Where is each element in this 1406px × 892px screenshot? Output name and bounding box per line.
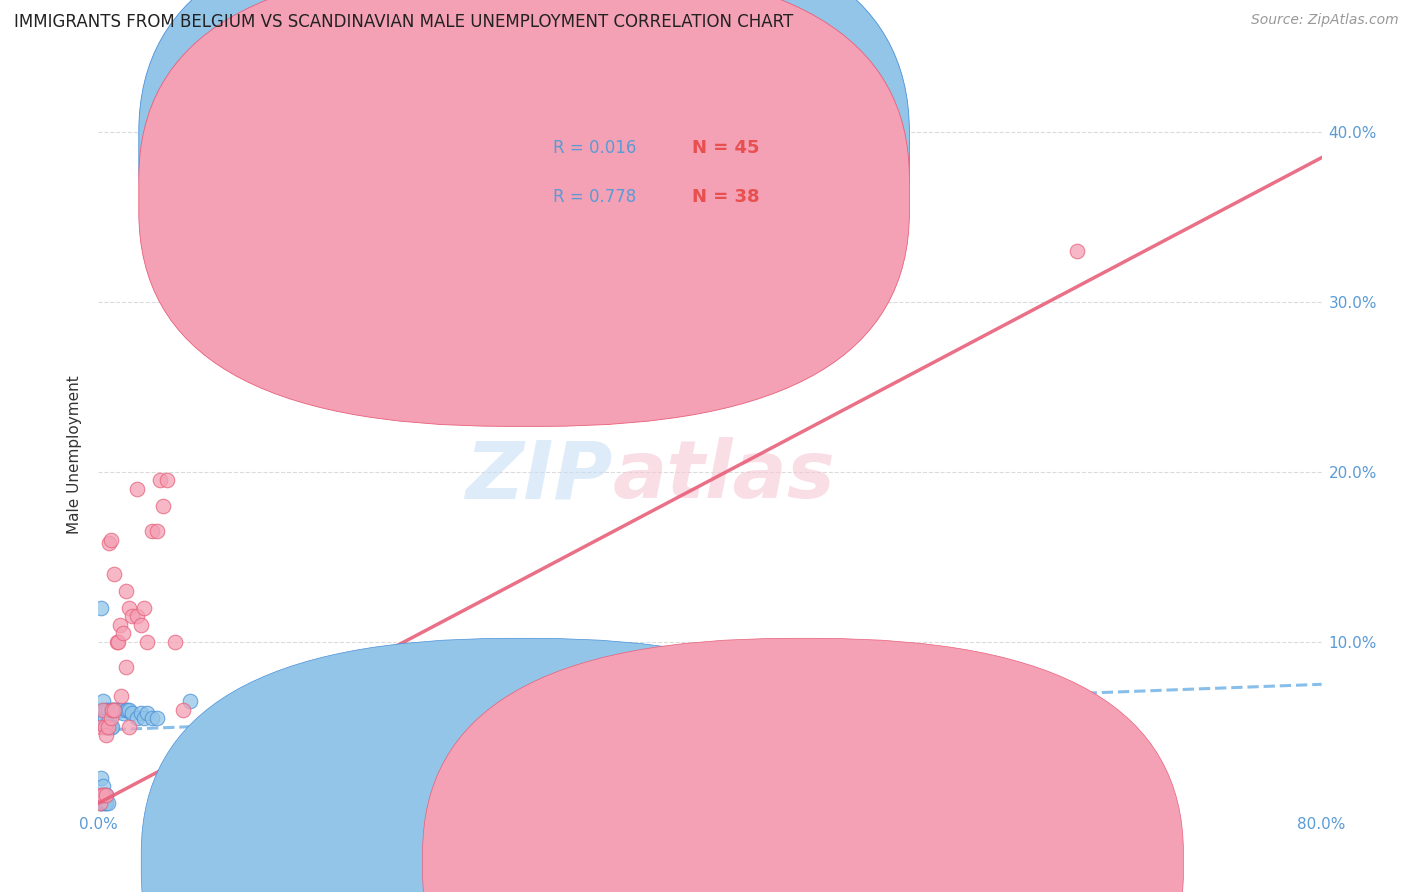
Point — [105, 703, 128, 717]
Point — [145, 524, 167, 539]
Point — [121, 706, 143, 721]
Point — [90, 720, 112, 734]
Point — [90, 771, 112, 785]
Point — [101, 703, 124, 717]
Point — [98, 536, 121, 550]
FancyBboxPatch shape — [423, 639, 1184, 892]
Point — [103, 566, 125, 581]
Point — [125, 482, 148, 496]
Point — [91, 711, 114, 725]
Point — [90, 788, 112, 802]
Point — [90, 703, 112, 717]
Point — [90, 788, 112, 802]
Point — [91, 788, 114, 802]
Point — [94, 796, 117, 810]
Point — [115, 660, 138, 674]
Point — [134, 711, 156, 725]
Point — [125, 609, 148, 624]
Text: ZIP: ZIP — [465, 437, 612, 516]
Point — [141, 524, 163, 539]
Point — [163, 635, 186, 649]
Point — [156, 474, 179, 488]
Point — [108, 703, 131, 717]
Point — [101, 720, 124, 734]
Text: N = 45: N = 45 — [692, 139, 759, 157]
Point — [93, 788, 115, 802]
Point — [136, 706, 159, 721]
Point — [118, 600, 141, 615]
FancyBboxPatch shape — [139, 0, 910, 380]
Point — [110, 703, 132, 717]
Point — [93, 711, 115, 725]
Text: R = 0.778: R = 0.778 — [554, 187, 637, 205]
Point — [110, 689, 132, 703]
Point — [115, 703, 138, 717]
Point — [90, 600, 112, 615]
Point — [97, 720, 120, 734]
Text: Immigrants from Belgium: Immigrants from Belgium — [546, 855, 741, 869]
Point — [141, 711, 163, 725]
Text: R = 0.016: R = 0.016 — [554, 139, 637, 157]
Text: Source: ZipAtlas.com: Source: ZipAtlas.com — [1251, 13, 1399, 28]
Point — [104, 703, 127, 717]
Y-axis label: Male Unemployment: Male Unemployment — [66, 376, 82, 534]
Point — [103, 703, 125, 717]
Text: atlas: atlas — [612, 437, 835, 516]
Point — [115, 583, 138, 598]
Text: Scandinavians: Scandinavians — [827, 855, 936, 869]
Point — [94, 728, 117, 742]
FancyBboxPatch shape — [484, 112, 851, 237]
Point — [90, 796, 112, 810]
Point — [100, 703, 122, 717]
Point — [125, 711, 148, 725]
Point — [100, 711, 122, 725]
Point — [97, 703, 120, 717]
Point — [91, 788, 114, 802]
Point — [136, 635, 159, 649]
Point — [97, 720, 120, 734]
Point — [129, 617, 152, 632]
Point — [1066, 244, 1088, 258]
Point — [101, 703, 124, 717]
Point — [111, 706, 134, 721]
Point — [145, 711, 167, 725]
Point — [94, 788, 117, 802]
Point — [94, 703, 117, 717]
Point — [111, 626, 134, 640]
Point — [93, 796, 115, 810]
Point — [108, 617, 131, 632]
Text: N = 38: N = 38 — [692, 187, 759, 205]
Point — [94, 788, 117, 802]
Point — [118, 720, 141, 734]
Point — [98, 711, 121, 725]
Point — [105, 635, 128, 649]
Point — [91, 703, 114, 717]
Point — [91, 694, 114, 708]
Point — [100, 533, 122, 547]
Point — [91, 779, 114, 793]
FancyBboxPatch shape — [139, 0, 910, 426]
Point — [134, 600, 156, 615]
Point — [93, 720, 115, 734]
Point — [100, 720, 122, 734]
Point — [152, 499, 174, 513]
Point — [179, 694, 201, 708]
Point — [94, 720, 117, 734]
Point — [89, 796, 111, 810]
Point — [107, 703, 129, 717]
Text: IMMIGRANTS FROM BELGIUM VS SCANDINAVIAN MALE UNEMPLOYMENT CORRELATION CHART: IMMIGRANTS FROM BELGIUM VS SCANDINAVIAN … — [14, 13, 793, 31]
Point — [98, 720, 121, 734]
Point — [121, 609, 143, 624]
Point — [118, 703, 141, 717]
Point — [97, 796, 120, 810]
Point — [129, 706, 152, 721]
FancyBboxPatch shape — [141, 639, 903, 892]
Point — [172, 703, 194, 717]
Point — [91, 796, 114, 810]
Point — [149, 474, 172, 488]
Point — [117, 703, 139, 717]
Point — [89, 796, 111, 810]
Point — [107, 635, 129, 649]
Point — [103, 703, 125, 717]
